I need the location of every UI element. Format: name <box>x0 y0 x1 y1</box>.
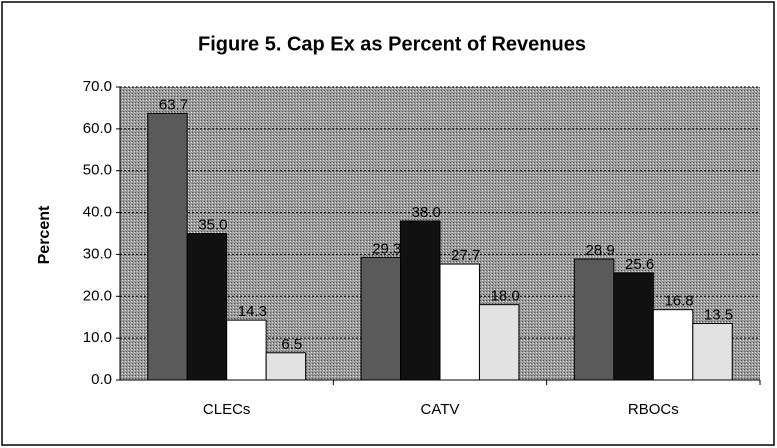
bar <box>186 233 228 381</box>
y-axis-label: Percent <box>36 205 53 264</box>
data-label: 35.0 <box>198 216 227 233</box>
data-label: 14.3 <box>238 303 267 320</box>
y-tick-label: 40.0 <box>83 204 112 221</box>
bar <box>147 112 188 381</box>
bar <box>478 304 520 381</box>
y-tick-label: 10.0 <box>83 329 112 346</box>
bar <box>652 309 694 381</box>
bar <box>400 220 441 381</box>
y-tick-label: 70.0 <box>83 78 112 95</box>
bar <box>613 272 654 381</box>
x-tick-label: CLECs <box>203 401 251 418</box>
x-tick-label: CATV <box>421 401 460 418</box>
bar <box>439 263 480 381</box>
y-tick-label: 0.0 <box>91 371 112 388</box>
data-label: 13.5 <box>704 306 733 323</box>
y-tick-label: 50.0 <box>83 162 112 179</box>
chart-title: Figure 5. Cap Ex as Percent of Revenues <box>198 33 586 55</box>
y-tick-label: 20.0 <box>83 287 112 304</box>
bar <box>692 322 733 381</box>
bar <box>226 319 267 381</box>
data-label: 29.3 <box>372 240 401 257</box>
data-label: 28.9 <box>586 242 615 259</box>
data-label: 6.5 <box>281 336 302 353</box>
data-label: 27.7 <box>451 247 480 264</box>
data-label: 18.0 <box>491 288 520 305</box>
data-label: 38.0 <box>412 204 441 221</box>
y-tick-label: 30.0 <box>83 245 112 262</box>
bar <box>265 352 307 381</box>
y-tick-label: 60.0 <box>83 120 112 137</box>
data-label: 16.8 <box>664 293 693 310</box>
bar <box>573 258 615 381</box>
x-tick-label: RBOCs <box>628 401 679 418</box>
data-label: 63.7 <box>159 96 188 113</box>
data-label: 25.6 <box>625 256 654 273</box>
bar <box>360 256 402 381</box>
